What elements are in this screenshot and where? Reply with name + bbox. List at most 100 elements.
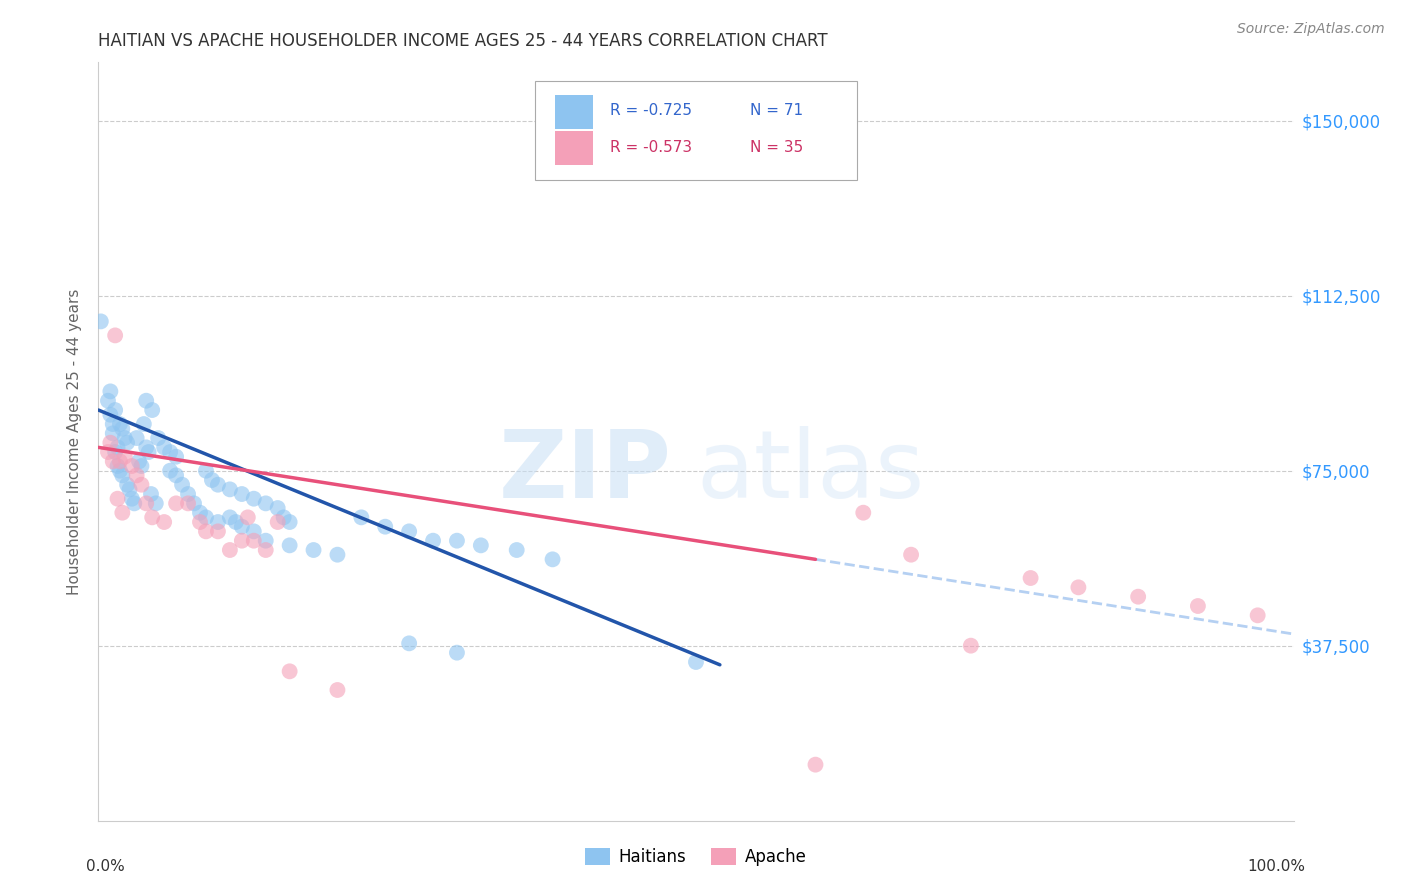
Point <box>541 552 564 566</box>
Point <box>98 408 122 422</box>
Point <box>350 510 373 524</box>
FancyBboxPatch shape <box>555 95 593 129</box>
FancyBboxPatch shape <box>555 130 593 165</box>
Point <box>125 431 148 445</box>
Point <box>422 533 444 548</box>
Point <box>104 445 127 459</box>
Point <box>132 417 155 431</box>
Point <box>172 477 194 491</box>
Point <box>115 435 138 450</box>
Text: HAITIAN VS APACHE HOUSEHOLDER INCOME AGES 25 - 44 YEARS CORRELATION CHART: HAITIAN VS APACHE HOUSEHOLDER INCOME AGE… <box>98 32 828 50</box>
Point <box>128 454 150 468</box>
Point <box>374 519 396 533</box>
Point <box>852 506 875 520</box>
Point <box>138 445 160 459</box>
Point <box>398 636 420 650</box>
Point <box>201 473 224 487</box>
Point <box>124 496 146 510</box>
Point <box>108 464 131 478</box>
Point <box>139 487 162 501</box>
Point <box>219 543 242 558</box>
Point <box>107 458 129 473</box>
Point <box>219 483 242 497</box>
Point <box>107 491 129 506</box>
Point <box>153 515 176 529</box>
Point <box>236 510 259 524</box>
Point <box>207 477 229 491</box>
Point <box>188 515 211 529</box>
Point <box>278 665 301 679</box>
Point <box>101 417 124 431</box>
Point <box>121 458 143 473</box>
Point <box>135 441 157 455</box>
Point <box>177 496 200 510</box>
Point <box>183 496 205 510</box>
Point <box>267 501 290 516</box>
Point <box>141 510 163 524</box>
Point <box>135 496 157 510</box>
Point <box>273 510 295 524</box>
Text: 100.0%: 100.0% <box>1247 858 1306 873</box>
Point <box>177 487 200 501</box>
Point <box>446 646 468 660</box>
Point <box>225 515 247 529</box>
Point <box>254 533 277 548</box>
Point <box>302 543 325 558</box>
Text: R = -0.573: R = -0.573 <box>610 140 692 155</box>
Point <box>108 454 131 468</box>
Text: N = 35: N = 35 <box>749 140 803 155</box>
Text: Source: ZipAtlas.com: Source: ZipAtlas.com <box>1237 22 1385 37</box>
Point <box>165 496 187 510</box>
Point <box>231 519 253 533</box>
Point <box>804 757 827 772</box>
Point <box>111 468 134 483</box>
Point <box>243 533 266 548</box>
Point <box>111 422 134 436</box>
Text: ZIP: ZIP <box>499 425 672 518</box>
Point <box>326 683 349 698</box>
Y-axis label: Householder Income Ages 25 - 44 years: Householder Income Ages 25 - 44 years <box>67 288 83 595</box>
Point <box>254 496 277 510</box>
Point <box>153 441 176 455</box>
FancyBboxPatch shape <box>534 81 858 180</box>
Point <box>165 450 187 464</box>
Point <box>326 548 349 562</box>
Point <box>135 393 157 408</box>
Point <box>165 468 187 483</box>
Point <box>219 510 242 524</box>
Point <box>90 314 112 328</box>
Point <box>141 403 163 417</box>
Point <box>114 450 136 464</box>
Point <box>506 543 529 558</box>
Point <box>1187 599 1209 613</box>
Point <box>207 524 229 539</box>
Point <box>195 464 218 478</box>
Point <box>231 487 253 501</box>
Text: atlas: atlas <box>696 425 924 518</box>
Point <box>101 426 124 441</box>
Point <box>243 491 266 506</box>
Point <box>446 533 468 548</box>
Point <box>243 524 266 539</box>
Point <box>159 464 181 478</box>
Text: 0.0%: 0.0% <box>87 858 125 873</box>
Point <box>1247 608 1270 623</box>
Point <box>960 639 983 653</box>
Point <box>278 515 301 529</box>
Point <box>97 393 120 408</box>
Point <box>1067 580 1090 594</box>
Point <box>114 431 136 445</box>
Point <box>1128 590 1150 604</box>
Point <box>98 435 122 450</box>
Point <box>101 454 124 468</box>
Point <box>148 431 170 445</box>
Point <box>104 328 127 343</box>
Point <box>188 506 211 520</box>
Point <box>195 524 218 539</box>
Text: R = -0.725: R = -0.725 <box>610 103 692 118</box>
Legend: Haitians, Apache: Haitians, Apache <box>579 841 813 873</box>
Point <box>121 491 143 506</box>
Point <box>278 538 301 552</box>
Point <box>145 496 167 510</box>
Point <box>111 506 134 520</box>
